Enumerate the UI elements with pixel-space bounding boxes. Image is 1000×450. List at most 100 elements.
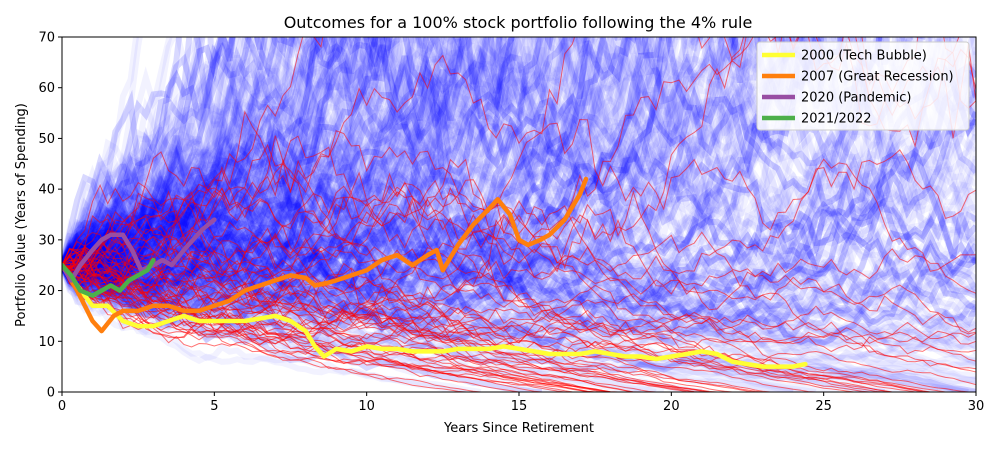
simulation-path <box>62 37 672 302</box>
failed-simulation-path <box>62 214 976 362</box>
simulation-path <box>62 37 891 313</box>
simulation-path <box>62 62 976 315</box>
y-tick-label: 10 <box>38 335 55 350</box>
simulation-path <box>62 37 737 268</box>
y-axis-label: Portfolio Value (Years of Spending) <box>14 103 29 327</box>
simulation-path <box>62 37 719 269</box>
simulation-path <box>62 37 318 267</box>
simulation-path <box>62 37 810 301</box>
simulation-path <box>62 37 412 281</box>
simulation-path <box>62 37 400 279</box>
x-tick-label: 0 <box>58 399 66 414</box>
simulation-path <box>62 37 820 275</box>
simulation-path <box>62 37 402 267</box>
simulation-path <box>62 181 976 348</box>
simulation-path <box>62 235 976 340</box>
simulation-path <box>62 37 503 301</box>
simulation-path <box>62 89 976 333</box>
y-tick-label: 20 <box>38 284 55 299</box>
failed-simulation-path <box>62 187 969 392</box>
simulation-path <box>62 37 804 268</box>
simulation-path <box>62 37 520 291</box>
simulation-path <box>62 84 976 347</box>
simulation-path <box>62 37 236 281</box>
failed-simulation-path <box>62 253 885 392</box>
simulation-path <box>62 193 976 327</box>
simulation-path <box>62 37 312 267</box>
failed-simulation-path <box>62 118 976 270</box>
simulation-path <box>62 37 592 288</box>
simulation-path <box>62 46 976 288</box>
legend-label: 2020 (Pandemic) <box>801 91 912 106</box>
simulation-path <box>62 189 976 344</box>
simulation-path <box>62 62 976 315</box>
y-axis-ticks: 0 10 20 30 40 50 60 70 <box>38 31 62 401</box>
simulation-path <box>62 37 363 267</box>
simulation-path <box>62 37 344 284</box>
series-line-0 <box>62 262 808 369</box>
simulation-path <box>62 37 556 285</box>
simulation-path <box>62 85 976 287</box>
legend-label: 2021/2022 <box>801 112 872 127</box>
simulation-path <box>62 37 439 268</box>
simulation-path <box>62 37 380 267</box>
simulation-path <box>62 37 976 307</box>
simulation-path <box>62 70 976 289</box>
failed-simulation-path <box>62 221 976 353</box>
simulation-path <box>62 37 926 295</box>
simulation-path <box>62 77 976 309</box>
simulation-path <box>62 37 320 291</box>
simulation-path <box>62 37 387 269</box>
failed-simulation-path <box>62 262 916 392</box>
simulation-path <box>62 37 711 279</box>
simulation-path <box>62 198 976 334</box>
simulation-path <box>62 37 936 317</box>
simulation-path <box>62 37 639 283</box>
simulation-path <box>62 37 688 330</box>
simulation-path <box>62 231 976 330</box>
simulation-path <box>62 244 976 350</box>
simulation-path <box>62 37 388 278</box>
simulation-path <box>62 198 976 365</box>
simulation-path <box>62 37 323 275</box>
simulation-path <box>62 37 335 273</box>
simulation-path <box>62 85 976 287</box>
simulation-path <box>62 37 823 267</box>
simulation-path <box>62 37 460 298</box>
simulation-path <box>62 84 976 347</box>
failed-simulation-path <box>62 257 718 392</box>
simulation-path <box>62 153 976 317</box>
simulation-path <box>62 37 427 270</box>
simulation-path <box>62 243 976 341</box>
simulation-path <box>62 37 234 267</box>
simulation-path <box>62 37 556 285</box>
simulation-path <box>62 37 364 268</box>
simulation-path <box>62 37 976 269</box>
simulation-path <box>62 37 408 283</box>
simulation-path <box>62 37 425 268</box>
simulation-path <box>62 131 976 304</box>
simulation-path <box>62 187 976 349</box>
simulation-path <box>62 37 396 269</box>
simulation-path <box>62 37 380 267</box>
simulation-path <box>62 37 883 297</box>
simulation-path <box>62 37 405 267</box>
simulation-path <box>62 37 804 268</box>
simulation-path <box>62 37 612 320</box>
simulation-path <box>62 84 976 347</box>
simulation-path <box>62 37 646 283</box>
simulation-path <box>62 37 547 284</box>
simulation-path <box>62 37 465 280</box>
simulation-path <box>62 37 740 289</box>
simulation-path <box>62 37 380 267</box>
simulation-path <box>62 37 964 305</box>
simulation-path <box>62 89 976 333</box>
simulation-path <box>62 37 976 274</box>
simulation-path <box>62 37 565 273</box>
simulation-path <box>62 37 814 302</box>
simulation-path <box>62 37 562 304</box>
y-tick-label: 60 <box>38 81 55 96</box>
simulation-path <box>62 89 976 333</box>
failed-simulation-path <box>62 158 976 280</box>
simulation-path <box>62 37 378 268</box>
